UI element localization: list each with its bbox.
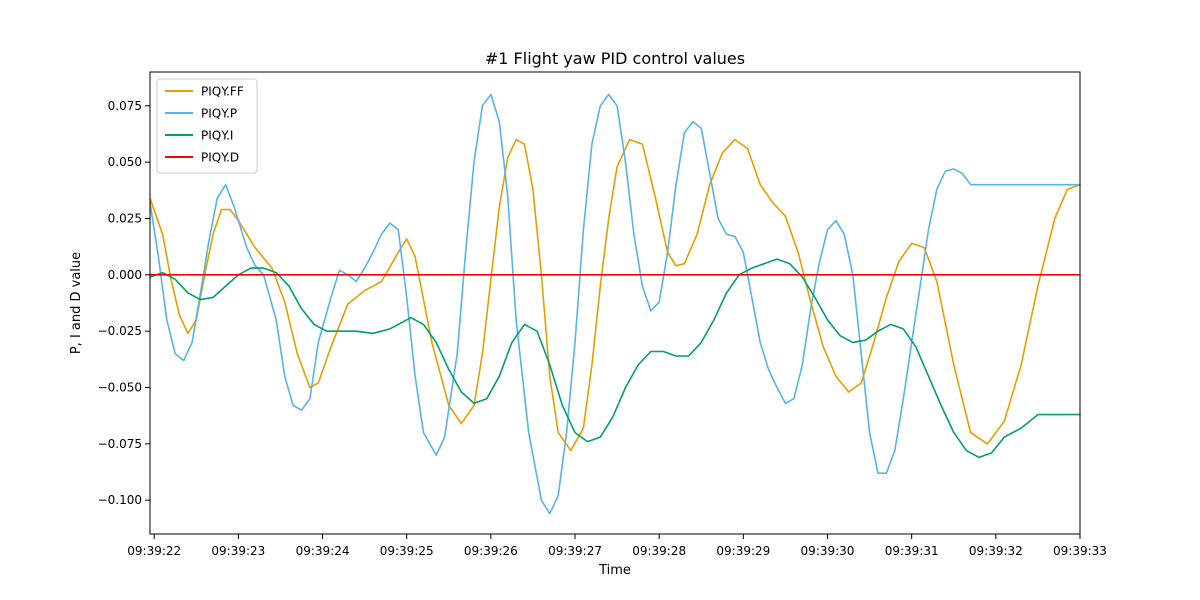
- x-tick-label: 09:39:30: [801, 544, 855, 558]
- legend: PIQY.FF PIQY.P PIQY.I PIQY.D: [156, 78, 258, 174]
- y-tick-label: −0.075: [98, 437, 142, 451]
- legend-label: PIQY.I: [201, 129, 233, 143]
- x-tick-label: 09:39:23: [211, 544, 265, 558]
- x-tick-label: 09:39:28: [632, 544, 686, 558]
- x-axis-label: Time: [598, 563, 631, 578]
- x-axis-ticks: 09:39:22 09:39:23 09:39:24 09:39:25 09:39:26…: [127, 534, 1107, 558]
- legend-label: PIQY.FF: [201, 85, 244, 99]
- x-tick-label: 09:39:33: [1053, 544, 1107, 558]
- series-layer: [149, 93, 1081, 515]
- y-tick-label: 0.050: [108, 155, 142, 169]
- y-tick-label: 0.025: [108, 211, 142, 225]
- legend-label: PIQY.D: [201, 151, 239, 165]
- x-tick-label: 09:39:22: [127, 544, 181, 558]
- x-tick-label: 09:39:27: [548, 544, 602, 558]
- x-tick-label: 09:39:26: [464, 544, 518, 558]
- series-line-piqy-i: [149, 258, 1081, 459]
- legend-label: PIQY.P: [201, 107, 237, 121]
- x-tick-label: 09:39:25: [380, 544, 434, 558]
- chart-title: #1 Flight yaw PID control values: [485, 49, 745, 68]
- plot-frame: [149, 71, 1081, 535]
- y-tick-label: 0.075: [108, 99, 142, 113]
- y-tick-label: −0.050: [98, 381, 142, 395]
- x-tick-label: 09:39:31: [885, 544, 939, 558]
- series-line-piqy-ff: [149, 138, 1081, 452]
- legend-box: [156, 78, 258, 174]
- y-tick-label: 0.000: [108, 268, 142, 282]
- y-tick-label: −0.025: [98, 324, 142, 338]
- x-tick-label: 09:39:32: [969, 544, 1023, 558]
- series-line-piqy-p: [149, 93, 1081, 515]
- y-tick-label: −0.100: [98, 493, 142, 507]
- y-axis-ticks: 0.075 0.050 0.025 0.000 −0.025 −0.050 −0.075 −0…: [98, 99, 150, 507]
- y-axis-label: P, I and D value: [69, 252, 84, 354]
- x-tick-label: 09:39:24: [296, 544, 350, 558]
- x-tick-label: 09:39:29: [716, 544, 770, 558]
